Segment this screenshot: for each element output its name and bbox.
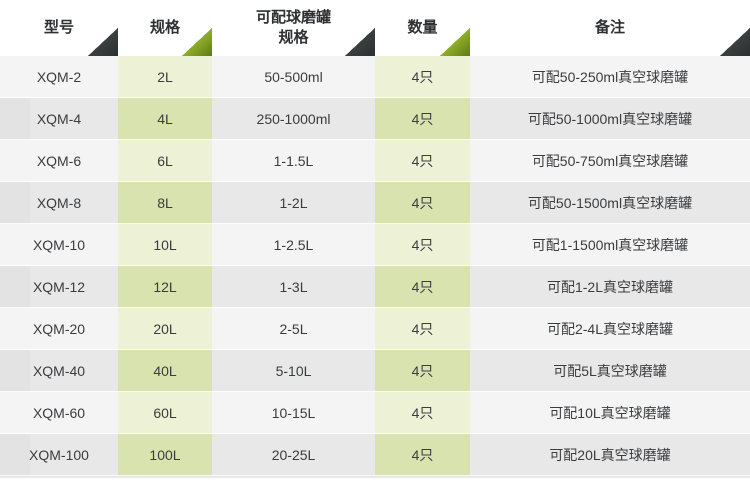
cell-qty: 4只 [375,224,470,266]
cell-qty: 4只 [375,308,470,350]
corner-triangle-icon [182,28,212,56]
cell-jar: 1-3L [279,279,308,295]
cell-qty: 4只 [375,350,470,392]
corner-triangle-icon [440,28,470,56]
column-header-label: 型号 [43,18,74,36]
cell-model: XQM-6 [36,153,82,169]
column-header-label: 数量 [407,18,438,36]
column-header-qty: 数量 [375,0,470,56]
column-header-label: 备注 [594,18,625,36]
cell-jar: 1-2.5L [273,237,314,253]
cell-jar: 1-2L [279,195,308,211]
cell-qty: 4只 [375,56,470,98]
cell-qty: 4只 [375,434,470,476]
cell-note: 可配10L真空球磨罐 [549,405,671,421]
cell-spec: 8L [118,182,212,224]
column-header-note: 备注 [470,0,750,56]
table-row: XQM-100 100L 20-25L 4只 可配20L真空球磨罐 [0,434,750,476]
table-body: XQM-2 2L 50-500ml 4只 可配50-250ml真空球磨罐 XQM-4 4L 2… [0,56,750,476]
cell-model: XQM-8 [36,195,82,211]
table-row: XQM-40 40L 5-10L 4只 可配5L真空球磨罐 [0,350,750,392]
table-row: XQM-4 4L 250-1000ml 4只 可配50-1000ml真空球磨罐 [0,98,750,140]
cell-model: XQM-40 [32,363,86,379]
cell-model: XQM-4 [36,111,82,127]
cell-spec: 20L [118,308,212,350]
corner-triangle-icon [88,28,118,56]
cell-model: XQM-20 [32,321,86,337]
cell-note: 可配1-2L真空球磨罐 [546,279,674,295]
cell-qty: 4只 [375,98,470,140]
cell-note: 可配1-1500ml真空球磨罐 [531,237,689,253]
cell-jar: 50-500ml [264,69,323,85]
cell-jar: 1-1.5L [273,153,314,169]
table-row: XQM-60 60L 10-15L 4只 可配10L真空球磨罐 [0,392,750,434]
cell-qty: 4只 [375,392,470,434]
cell-note: 可配50-1500ml真空球磨罐 [527,195,693,211]
column-header-label: 可配球磨罐 规格 [255,8,331,46]
table-row: XQM-6 6L 1-1.5L 4只 可配50-750ml真空球磨罐 [0,140,750,182]
table-row: XQM-2 2L 50-500ml 4只 可配50-250ml真空球磨罐 [0,56,750,98]
cell-spec: 40L [118,350,212,392]
table-header-row: 型号 规格 可配球磨罐 规格 数量 备注 [0,0,750,56]
cell-spec: 60L [118,392,212,434]
cell-spec: 4L [118,98,212,140]
cell-qty: 4只 [375,182,470,224]
column-header-label: 规格 [149,18,180,36]
cell-spec: 12L [118,266,212,308]
cell-note: 可配50-750ml真空球磨罐 [531,153,689,169]
cell-jar: 250-1000ml [256,111,331,127]
cell-model: XQM-60 [32,405,86,421]
cell-note: 可配2-4L真空球磨罐 [546,321,674,337]
cell-model: XQM-2 [36,69,82,85]
table-row: XQM-10 10L 1-2.5L 4只 可配1-1500ml真空球磨罐 [0,224,750,266]
corner-triangle-icon [345,28,375,56]
cell-note: 可配5L真空球磨罐 [553,363,667,379]
cell-qty: 4只 [375,266,470,308]
corner-triangle-icon [720,28,750,56]
cell-model: XQM-100 [29,447,89,463]
column-header-jar: 可配球磨罐 规格 [212,0,375,56]
cell-note: 可配20L真空球磨罐 [549,447,671,463]
column-header-model: 型号 [0,0,118,56]
table-row: XQM-20 20L 2-5L 4只 可配2-4L真空球磨罐 [0,308,750,350]
cell-jar: 20-25L [271,447,316,463]
cell-jar: 5-10L [275,363,312,379]
specification-table: 型号 规格 可配球磨罐 规格 数量 备注 XQM-2 2L 50-500ml 4只 可配50-2… [0,0,750,479]
table-row: XQM-8 8L 1-2L 4只 可配50-1500ml真空球磨罐 [0,182,750,224]
cell-model: XQM-10 [32,237,86,253]
cell-spec: 100L [118,434,212,476]
cell-model: XQM-12 [32,279,86,295]
cell-note: 可配50-1000ml真空球磨罐 [527,111,693,127]
cell-note: 可配50-250ml真空球磨罐 [531,69,689,85]
cell-spec: 10L [118,224,212,266]
table-bottom-shadow [0,476,750,479]
cell-jar: 2-5L [279,321,308,337]
cell-spec: 6L [118,140,212,182]
table-row: XQM-12 12L 1-3L 4只 可配1-2L真空球磨罐 [0,266,750,308]
cell-jar: 10-15L [271,405,316,421]
column-header-spec: 规格 [118,0,212,56]
cell-qty: 4只 [375,140,470,182]
cell-spec: 2L [118,56,212,98]
